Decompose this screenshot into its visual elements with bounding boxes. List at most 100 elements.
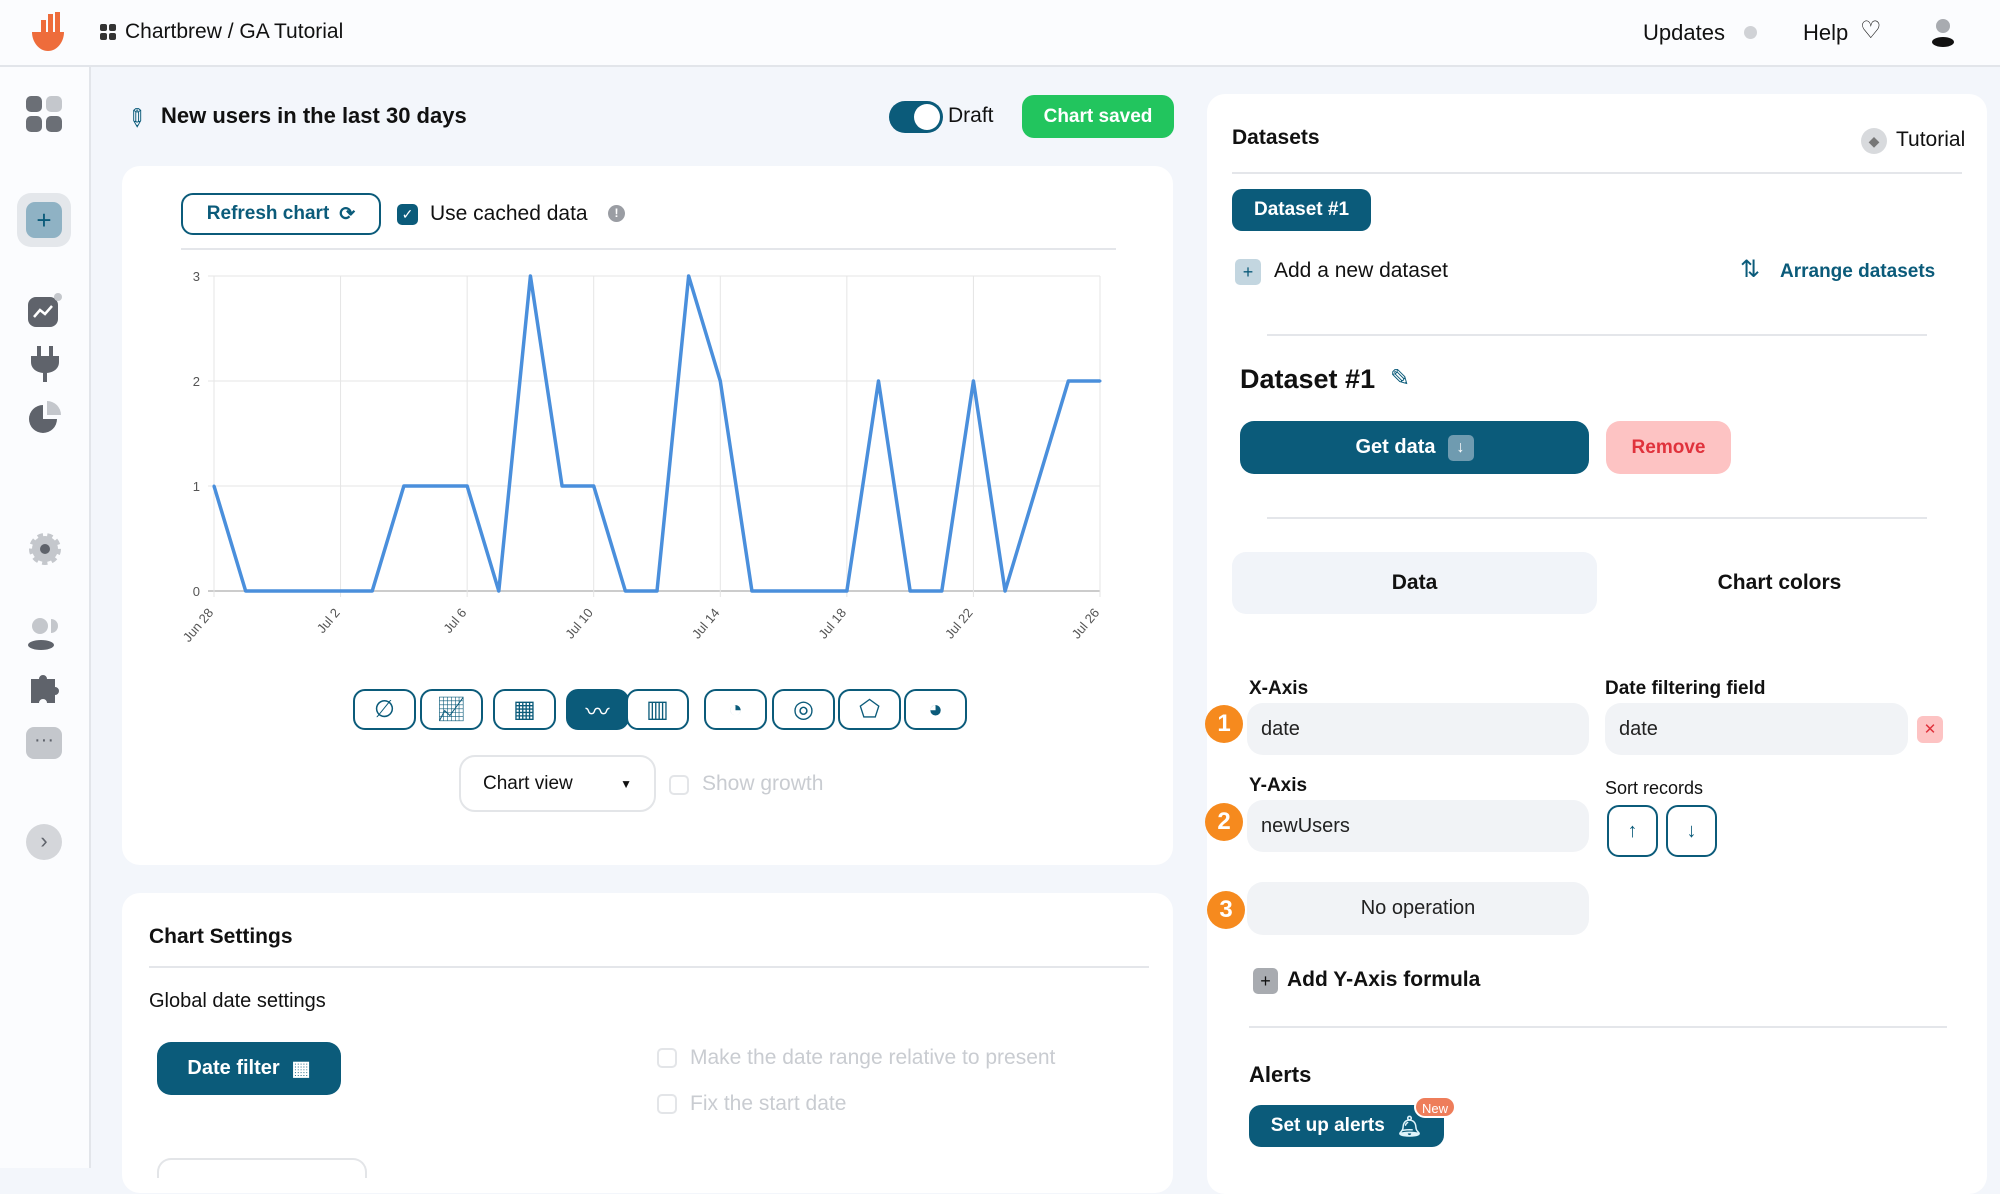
data-point bbox=[497, 589, 501, 593]
chart-view-select[interactable]: Chart view ▼ bbox=[459, 755, 656, 812]
sort-descending-button[interactable]: ↓ bbox=[1666, 805, 1717, 857]
pie-chart-icon[interactable] bbox=[25, 397, 65, 437]
use-cached-label: Use cached data bbox=[430, 202, 588, 225]
arrange-datasets-link[interactable]: Arrange datasets bbox=[1780, 261, 1936, 282]
data-point bbox=[465, 484, 469, 488]
data-point bbox=[940, 589, 944, 593]
team-icon[interactable] bbox=[25, 614, 65, 654]
user-avatar-icon[interactable] bbox=[1930, 18, 1956, 48]
gear-icon[interactable] bbox=[25, 529, 65, 569]
chart-card bbox=[122, 166, 1173, 865]
info-icon[interactable]: ! bbox=[608, 205, 625, 222]
chart-type-radar-button[interactable]: ⬠ bbox=[838, 689, 901, 730]
polar-chart-icon: ◕ bbox=[928, 695, 943, 723]
tab-chart-colors[interactable]: Chart colors bbox=[1717, 571, 1842, 594]
chart-type-polar-button[interactable]: ◕ bbox=[904, 689, 967, 730]
set-up-alerts-label: Set up alerts bbox=[1270, 1115, 1385, 1136]
data-point bbox=[528, 274, 532, 278]
operation-select[interactable]: No operation bbox=[1247, 882, 1589, 935]
add-formula-plus-icon[interactable]: + bbox=[1253, 968, 1278, 994]
set-up-alerts-button[interactable]: Set up alerts 🔔︎ bbox=[1249, 1105, 1444, 1147]
add-dataset-plus-icon[interactable]: + bbox=[1235, 259, 1261, 285]
chart-type-kpi-button[interactable]: 📈︎ bbox=[420, 689, 483, 730]
data-point bbox=[275, 589, 279, 593]
draft-toggle[interactable] bbox=[889, 101, 943, 133]
add-y-axis-formula-link[interactable]: Add Y-Axis formula bbox=[1287, 968, 1481, 991]
chart-type-bar-button[interactable]: ▥ bbox=[626, 689, 689, 730]
dataset-heading: Dataset #1 bbox=[1240, 364, 1376, 394]
data-point bbox=[845, 589, 849, 593]
updates-link[interactable]: Updates bbox=[1643, 20, 1725, 45]
data-point bbox=[370, 589, 374, 593]
datasets-panel bbox=[1207, 94, 1987, 1194]
edit-dataset-icon[interactable]: ✎ bbox=[1390, 365, 1411, 392]
add-dataset-link[interactable]: Add a new dataset bbox=[1274, 259, 1448, 282]
x-tick-label: Jul 18 bbox=[815, 605, 849, 641]
chart-type-line-button[interactable]: 〰 bbox=[566, 689, 629, 730]
sort-records-label: Sort records bbox=[1605, 778, 1704, 798]
none-chart-icon: ∅ bbox=[374, 696, 395, 723]
show-growth-label: Show growth bbox=[702, 772, 824, 795]
show-growth-checkbox[interactable] bbox=[669, 775, 689, 795]
data-point bbox=[1003, 589, 1007, 593]
sort-ascending-button[interactable]: ↑ bbox=[1607, 805, 1658, 857]
y-axis-field[interactable]: newUsers bbox=[1247, 800, 1589, 852]
clear-date-field-icon[interactable]: ✕ bbox=[1917, 716, 1943, 743]
chart-type-none-button[interactable]: ∅ bbox=[353, 689, 416, 730]
dataset-tab-1[interactable]: Dataset #1 bbox=[1232, 189, 1371, 231]
chart-type-pie-button[interactable]: ◔ bbox=[704, 689, 767, 730]
x-axis-field[interactable]: date bbox=[1247, 703, 1589, 755]
chart-saved-button[interactable]: Chart saved bbox=[1022, 95, 1174, 138]
chartbrew-logo[interactable] bbox=[28, 12, 70, 54]
table-chart-icon: ▦ bbox=[513, 696, 536, 723]
series-line bbox=[212, 274, 1100, 593]
fix-start-checkbox[interactable] bbox=[657, 1094, 677, 1114]
datasets-divider bbox=[1232, 172, 1962, 174]
data-point bbox=[750, 589, 754, 593]
chart-title[interactable]: New users in the last 30 days bbox=[161, 103, 467, 128]
y-tick-label: 3 bbox=[193, 269, 200, 284]
edit-pencil-icon[interactable]: ✎ bbox=[119, 101, 153, 136]
doughnut-chart-icon: ◎ bbox=[793, 696, 814, 723]
grid-icon bbox=[100, 24, 116, 40]
alerts-title: Alerts bbox=[1249, 1062, 1312, 1087]
line-chart: 0 1 2 3 Jun 28 Jul 2 Jul 6 Jul 10 Jul 14 Jul 18 Ju… bbox=[180, 269, 1103, 645]
puzzle-icon[interactable] bbox=[25, 669, 65, 709]
partial-button[interactable] bbox=[157, 1158, 367, 1178]
create-button[interactable]: + bbox=[17, 193, 71, 247]
compass-icon: ◆ bbox=[1861, 128, 1887, 154]
divider bbox=[1249, 1026, 1947, 1028]
use-cached-checkbox[interactable]: ✓ bbox=[397, 204, 418, 225]
x-tick-label: Jul 10 bbox=[562, 605, 596, 641]
draft-label: Draft bbox=[948, 104, 994, 127]
data-point bbox=[971, 379, 975, 383]
bar-chart-icon: ▥ bbox=[646, 696, 669, 723]
date-filter-button[interactable]: Date filter ▦ bbox=[157, 1042, 341, 1095]
remove-button[interactable]: Remove bbox=[1606, 421, 1731, 474]
tab-data[interactable]: Data bbox=[1232, 552, 1597, 614]
global-date-label: Global date settings bbox=[149, 990, 326, 1012]
plug-icon[interactable] bbox=[25, 344, 65, 384]
chart-type-doughnut-button[interactable]: ◎ bbox=[772, 689, 835, 730]
arrange-icon: ⇅ bbox=[1740, 256, 1761, 283]
relative-date-checkbox[interactable] bbox=[657, 1048, 677, 1068]
more-icon[interactable]: ··· bbox=[26, 727, 62, 759]
breadcrumb[interactable]: Chartbrew / GA Tutorial bbox=[125, 20, 344, 43]
step-2-badge: 2 bbox=[1205, 803, 1243, 841]
data-point bbox=[687, 274, 691, 278]
expand-sidebar-icon[interactable]: › bbox=[26, 824, 62, 860]
refresh-chart-button[interactable]: Refresh chart ⟳ bbox=[181, 193, 381, 235]
help-link[interactable]: Help bbox=[1803, 20, 1849, 45]
dashboard-icon[interactable] bbox=[25, 95, 65, 135]
fix-start-label: Fix the start date bbox=[690, 1092, 847, 1115]
data-point bbox=[307, 589, 311, 593]
chart-type-table-button[interactable]: ▦ bbox=[493, 689, 556, 730]
pie-chart-icon: ◔ bbox=[728, 695, 743, 723]
get-data-button[interactable]: Get data ↓ bbox=[1240, 421, 1589, 474]
sidebar: + ··· › bbox=[0, 67, 91, 1168]
tutorial-link[interactable]: Tutorial bbox=[1896, 128, 1966, 151]
data-point bbox=[339, 589, 343, 593]
chart-icon[interactable] bbox=[25, 292, 65, 332]
y-axis-label: Y-Axis bbox=[1249, 775, 1308, 796]
date-filtering-field[interactable]: date bbox=[1605, 703, 1908, 755]
